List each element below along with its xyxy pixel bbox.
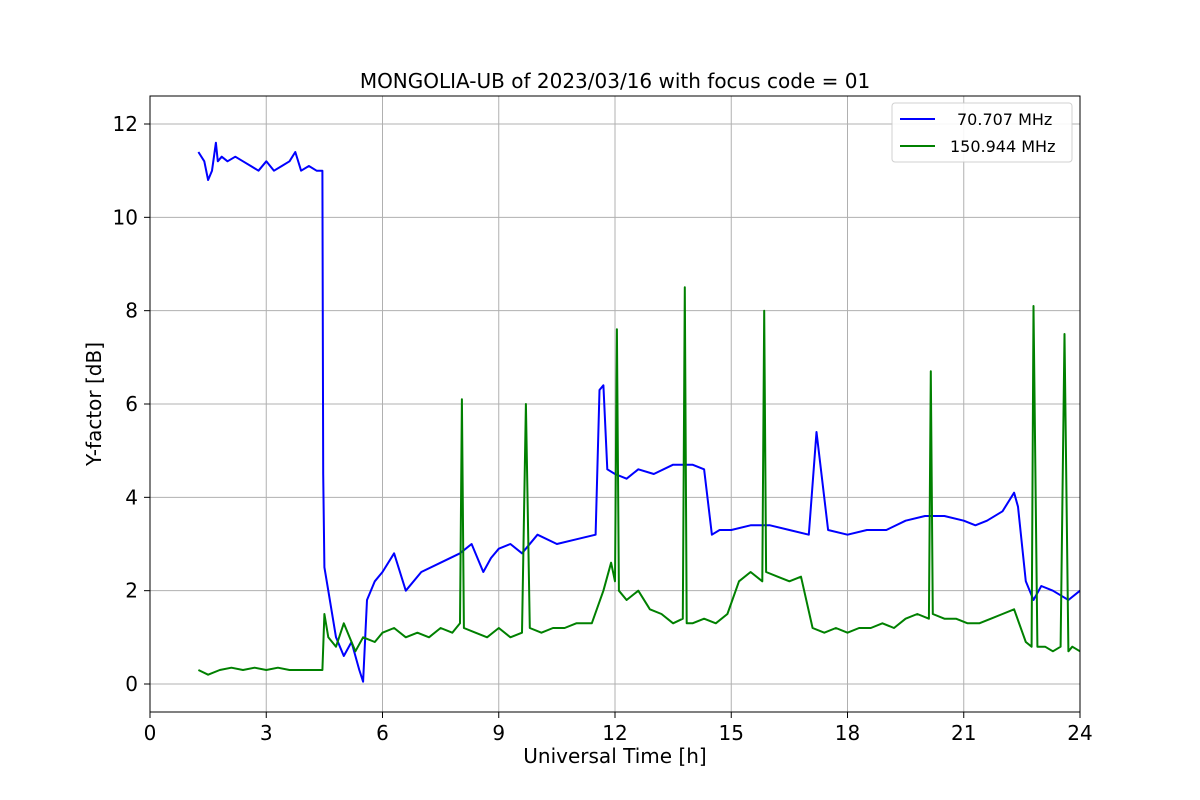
x-tick-label: 18	[835, 721, 860, 745]
x-tick-label: 15	[719, 721, 744, 745]
y-tick-label: 8	[125, 299, 138, 323]
x-tick-label: 6	[376, 721, 389, 745]
x-tick-label: 0	[144, 721, 157, 745]
y-ticks: 0 2 4 6 8 10 12	[113, 112, 150, 696]
legend-label-series-1: 70.707 MHz	[957, 110, 1052, 129]
legend-label-series-2: 150.944 MHz	[950, 137, 1055, 156]
y-axis-label: Y-factor [dB]	[82, 342, 106, 467]
y-tick-label: 0	[125, 672, 138, 696]
x-axis-label: Universal Time [h]	[523, 744, 706, 768]
x-tick-label: 24	[1067, 721, 1092, 745]
x-ticks: 0 3 6 9 12 15 18 21 24	[144, 712, 1093, 745]
y-tick-label: 10	[113, 205, 138, 229]
x-tick-label: 9	[492, 721, 505, 745]
y-tick-label: 2	[125, 579, 138, 603]
x-tick-label: 12	[602, 721, 627, 745]
series-layer	[197, 141, 1081, 683]
y-tick-label: 4	[125, 485, 138, 509]
legend: 70.707 MHz 150.944 MHz	[891, 102, 1073, 163]
x-tick-label: 3	[260, 721, 273, 745]
series-line-1	[197, 141, 1081, 683]
series-line-2	[197, 286, 1081, 676]
y-tick-label: 12	[113, 112, 138, 136]
legend-box	[891, 102, 1073, 163]
x-tick-label: 21	[951, 721, 976, 745]
chart-title: MONGOLIA-UB of 2023/03/16 with focus cod…	[360, 69, 870, 93]
y-tick-label: 6	[125, 392, 138, 416]
